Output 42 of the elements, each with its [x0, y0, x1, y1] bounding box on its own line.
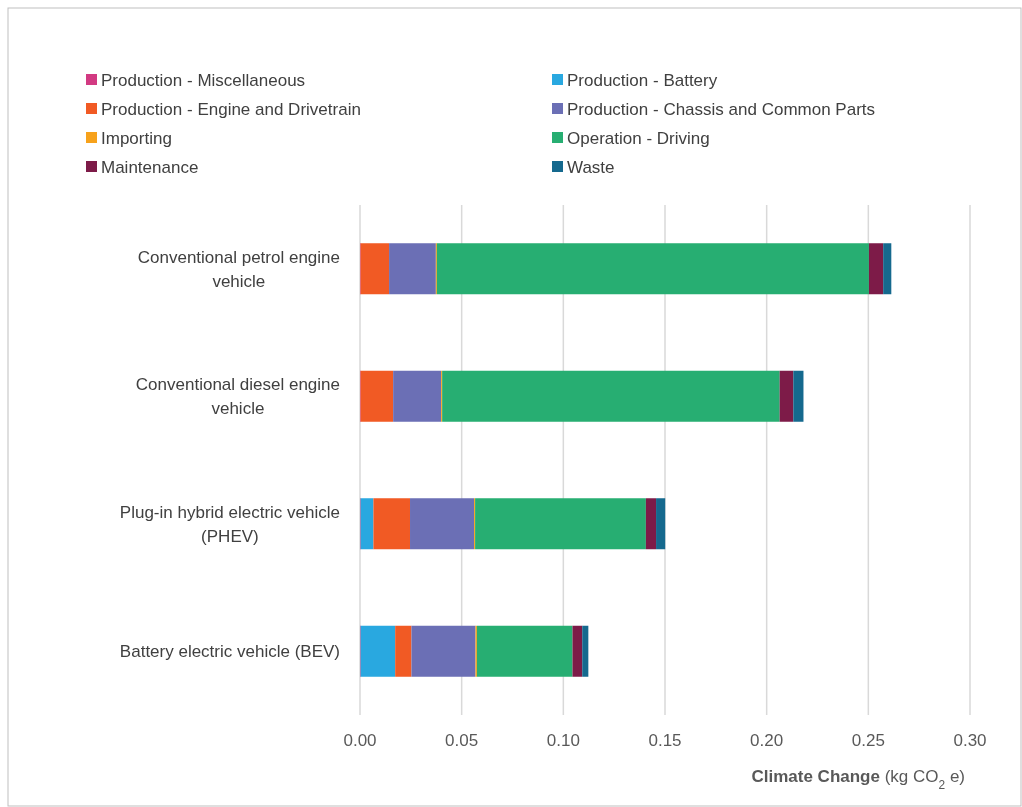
y-tick-label: Conventional petrol engine vehicle — [137, 247, 340, 291]
legend-label: Production - Chassis and Common Parts — [567, 100, 876, 119]
legend-label: Production - Engine and Drivetrain — [101, 100, 361, 119]
bar — [572, 625, 583, 677]
bar — [393, 370, 442, 422]
y-tick-label: Conventional diesel engine vehicle — [135, 375, 340, 419]
bar — [411, 625, 476, 677]
legend-label: Waste — [567, 158, 615, 177]
bar — [395, 625, 412, 677]
y-tick-label: Battery electric vehicle (BEV) — [119, 642, 341, 662]
x-tick-label: 0.30 — [953, 731, 987, 750]
legend-label: Importing — [101, 129, 172, 148]
legend-label: Operation - Driving — [567, 129, 710, 148]
legend-label: Production - Miscellaneous — [101, 71, 306, 90]
bar — [476, 625, 573, 677]
bar — [360, 498, 374, 550]
x-tick-label: 0.00 — [343, 731, 377, 750]
bar — [360, 625, 396, 677]
legend-label: Maintenance — [101, 158, 199, 177]
bar — [656, 498, 666, 550]
bar — [389, 243, 436, 295]
bar — [868, 243, 884, 295]
x-axis-title: Climate Change (kg CO$_{2}$ e) — [751, 767, 965, 792]
bar — [582, 625, 589, 677]
bar — [373, 498, 411, 550]
x-tick-label: 0.05 — [445, 731, 479, 750]
x-tick-label: 0.25 — [851, 731, 885, 750]
bar — [436, 243, 869, 295]
legend-label: Production - Battery — [567, 71, 718, 90]
bar — [793, 370, 804, 422]
x-tick-label: 0.10 — [546, 731, 580, 750]
bar — [442, 370, 780, 422]
bar — [475, 498, 646, 550]
bar — [883, 243, 892, 295]
x-tick-label: 0.15 — [648, 731, 682, 750]
bar — [410, 498, 475, 550]
y-tick-label: Plug-in hybrid electric vehicle (PHEV) — [119, 502, 340, 546]
bar — [645, 498, 657, 550]
bar — [360, 243, 390, 295]
x-tick-label: 0.20 — [750, 731, 784, 750]
bar — [360, 370, 394, 422]
bar — [779, 370, 794, 422]
